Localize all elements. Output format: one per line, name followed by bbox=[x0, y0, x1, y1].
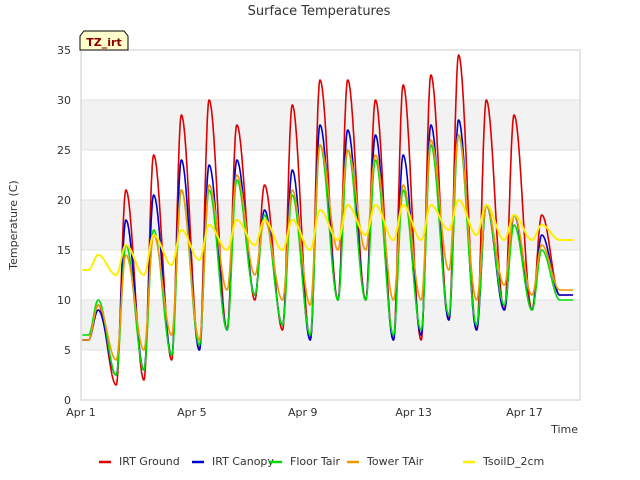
y-axis-label: Temperature (C) bbox=[7, 180, 20, 270]
legend-item: Tower TAir bbox=[347, 455, 424, 468]
legend: IRT Ground IRT Canopy Floor Tair Tower TAir… bbox=[99, 455, 544, 468]
series-line-tower-tair bbox=[81, 134, 574, 361]
x-tick-label: Apr 5 bbox=[177, 406, 207, 419]
legend-item: IRT Canopy bbox=[192, 455, 274, 468]
chart-title: Surface Temperatures bbox=[248, 4, 391, 19]
legend-item: TsoilD_2cm bbox=[463, 455, 544, 468]
x-tick-label: Apr 9 bbox=[288, 406, 318, 419]
y-tick-label: 15 bbox=[57, 244, 71, 257]
x-axis-ticks: Apr 1 Apr 5 Apr 9 Apr 13 Apr 17 bbox=[66, 406, 543, 419]
x-tick-label: Apr 1 bbox=[66, 406, 96, 419]
site-badge-label: TZ_irt bbox=[86, 36, 121, 49]
y-axis-ticks: 0 5 10 15 20 25 30 35 bbox=[57, 44, 71, 407]
x-tick-label: Apr 17 bbox=[506, 406, 543, 419]
x-tick-label: Apr 13 bbox=[395, 406, 432, 419]
legend-item: Floor Tair bbox=[270, 455, 341, 468]
legend-label: IRT Canopy bbox=[212, 455, 274, 468]
legend-label: IRT Ground bbox=[119, 455, 180, 468]
series-line-tsoild-2cm bbox=[81, 199, 574, 276]
legend-label: Tower TAir bbox=[366, 455, 424, 468]
series-line-irt-ground bbox=[81, 54, 574, 386]
y-tick-label: 35 bbox=[57, 44, 71, 57]
y-tick-label: 5 bbox=[64, 344, 71, 357]
plot-border bbox=[80, 49, 581, 401]
y-tick-label: 30 bbox=[57, 94, 71, 107]
y-tick-label: 25 bbox=[57, 144, 71, 157]
y-tick-label: 0 bbox=[64, 394, 71, 407]
site-badge: TZ_irt bbox=[79, 30, 129, 51]
x-axis-label: Time bbox=[550, 423, 578, 436]
grid-band bbox=[81, 100, 580, 150]
site-badge-box bbox=[79, 30, 129, 51]
legend-label: Floor Tair bbox=[290, 455, 341, 468]
legend-item: IRT Ground bbox=[99, 455, 180, 468]
series-layer bbox=[81, 54, 574, 386]
legend-label: TsoilD_2cm bbox=[482, 455, 544, 468]
y-tick-label: 10 bbox=[57, 294, 71, 307]
y-tick-label: 20 bbox=[57, 194, 71, 207]
